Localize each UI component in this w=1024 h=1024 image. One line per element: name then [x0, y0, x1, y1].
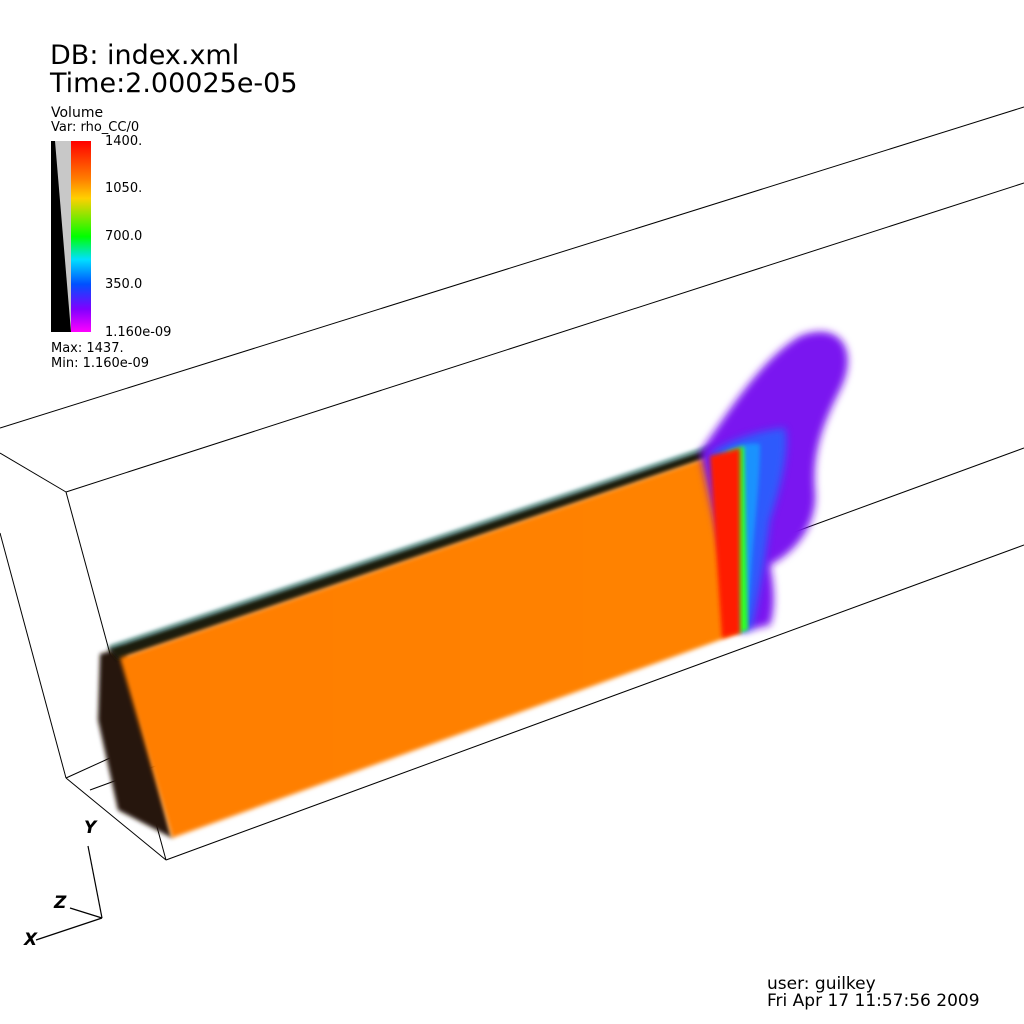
time-label: Time:2.00025e-05 [50, 68, 298, 99]
axis-label-z: Z [54, 893, 67, 913]
slab-front-face [120, 452, 742, 838]
legend-tick-label: 1050. [105, 181, 143, 196]
legend-max: Max: 1437. [51, 341, 124, 356]
density-slab [98, 444, 742, 838]
legend-plot-type: Volume [51, 105, 104, 121]
axis-label-x: X [24, 930, 38, 950]
timestamp-label: Fri Apr 17 11:57:56 2009 [767, 991, 980, 1011]
ejecta-plume [700, 331, 848, 638]
legend-tick-label: 700.0 [105, 229, 143, 244]
opacity-ramp [51, 141, 71, 332]
slab-end-face [98, 647, 172, 838]
axis-triad [35, 845, 103, 941]
legend-min: Min: 1.160e-09 [51, 356, 150, 371]
legend-tick-label: 350.0 [105, 277, 143, 292]
front-red [710, 448, 740, 638]
legend-variable: Var: rho_CC/0 [51, 120, 140, 135]
color-bar [71, 141, 91, 332]
slab-top-edge [108, 444, 728, 660]
user-label: user: guilkey [767, 974, 876, 994]
legend-tick-label: 1400. [105, 134, 143, 149]
axis-label-y: Y [84, 818, 97, 838]
legend-tick-label: 1.160e-09 [105, 325, 172, 340]
database-label: DB: index.xml [50, 40, 240, 71]
